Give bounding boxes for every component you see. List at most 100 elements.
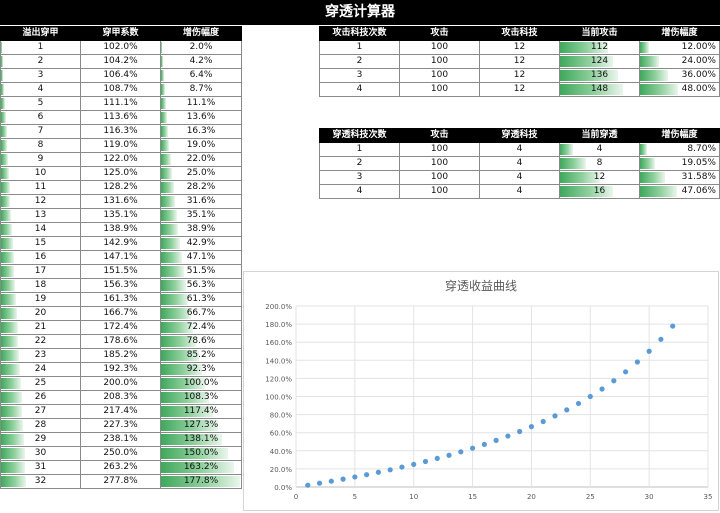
data-bar-fill [161, 448, 228, 459]
pen-tech-attack-cell: 100 [399, 170, 480, 185]
overflow-value-cell-value: 26 [34, 392, 47, 402]
table-row: 8 119.0% 19.0% [0, 138, 242, 153]
damage-increase-cell-value: 56.3% [186, 280, 216, 290]
data-bar-fill [161, 392, 210, 403]
table-row: 31 263.2% 163.2% [0, 460, 242, 475]
table-row: 3 106.4% 6.4% [0, 68, 242, 83]
damage-increase-cell: 92.3% [160, 362, 242, 377]
overflow-value-cell: 25 [0, 376, 81, 391]
damage-increase-cell-value: 4.2% [189, 56, 213, 66]
pen-tech-damage-increase-cell-value: 19.05% [681, 158, 716, 168]
data-bar-fill [161, 84, 165, 95]
table-row: 2 104.2% 4.2% [0, 54, 242, 69]
attack-tech-header: 攻击科技 [479, 26, 560, 41]
y-tick-label: 180.0% [265, 321, 292, 329]
damage-increase-cell: 138.1% [160, 432, 242, 447]
pen-tech-damage-increase-cell: 19.05% [639, 156, 720, 171]
penetration-coefficient-cell: 208.3% [80, 390, 161, 405]
penetration-coefficient-cell: 147.1% [80, 250, 161, 265]
data-bar-fill [161, 406, 214, 417]
penetration-coefficient-cell: 250.0% [80, 446, 161, 461]
scatter-point [399, 464, 405, 470]
table-row: 26 208.3% 108.3% [0, 390, 242, 405]
pen-tech-header: 增伤幅度 [639, 128, 720, 143]
table-row: 4 108.7% 8.7% [0, 82, 242, 97]
damage-increase-cell: 78.6% [160, 334, 242, 349]
pen-tech-damage-increase-cell-value: 31.58% [681, 172, 716, 182]
penetration-coefficient-cell: 172.4% [80, 320, 161, 335]
attack-tech-tech-cell: 12 [479, 54, 560, 69]
penetration-coefficient-cell: 166.7% [80, 306, 161, 321]
table-row: 1 102.0% 2.0% [0, 40, 242, 55]
pen-tech-header: 当前穿透 [559, 128, 640, 143]
y-tick-label: 100.0% [265, 394, 292, 402]
data-bar-fill [560, 84, 624, 95]
overflow-value-cell-value: 2 [37, 56, 44, 66]
y-tick-label: 40.0% [270, 448, 293, 456]
overflow-value-cell: 27 [0, 404, 81, 419]
pen-tech-count-cell: 3 [319, 170, 400, 185]
penetration-coefficient-cell: 119.0% [80, 138, 161, 153]
data-bar-fill [640, 144, 647, 155]
overflow-value-cell: 26 [0, 390, 81, 405]
overflow-value-cell-value: 14 [34, 224, 47, 234]
attack-tech-current-cell: 148 [559, 82, 640, 97]
overflow-value-cell-value: 13 [34, 210, 47, 220]
y-tick-label: 20.0% [270, 466, 293, 474]
attack-tech-header: 攻击 [399, 26, 480, 41]
overflow-value-cell: 15 [0, 236, 81, 251]
table-row: 24 192.3% 92.3% [0, 362, 242, 377]
pen-tech-current-cell-value: 8 [596, 158, 603, 168]
data-bar-fill [161, 420, 218, 431]
overflow-value-cell: 14 [0, 222, 81, 237]
overflow-value-cell: 18 [0, 278, 81, 293]
data-bar-fill [161, 252, 182, 263]
pen-tech-current-cell: 16 [559, 184, 640, 199]
table-row: 20 166.7% 66.7% [0, 306, 242, 321]
scatter-point [411, 461, 417, 467]
overflow-value-cell-value: 8 [37, 140, 44, 150]
overflow-value-cell-value: 27 [34, 406, 47, 416]
damage-increase-cell-value: 163.2% [183, 462, 219, 472]
overflow-penetration-table: 溢出穿甲 穿甲系数 增伤幅度 1 102.0% 2.0% 2 104.2% 4.2% 3 106.… [0, 26, 242, 489]
penetration-coefficient-cell: 131.6% [80, 194, 161, 209]
damage-increase-cell: 127.3% [160, 418, 242, 433]
scatter-point [611, 378, 617, 384]
overflow-value-cell: 10 [0, 166, 81, 181]
data-bar-fill [1, 294, 16, 305]
penetration-coefficient-cell: 113.6% [80, 110, 161, 125]
y-tick-label: 0.0% [274, 484, 292, 492]
table-row: 14 138.9% 38.9% [0, 222, 242, 237]
damage-increase-cell: 25.0% [160, 166, 242, 181]
scatter-point [328, 478, 334, 484]
damage-increase-cell: 177.8% [160, 474, 242, 489]
pen-tech-current-cell: 12 [559, 170, 640, 185]
table-row: 3 100 4 12 31.58% [319, 170, 720, 185]
table-row: 13 135.1% 35.1% [0, 208, 242, 223]
damage-increase-cell-value: 66.7% [186, 308, 216, 318]
data-bar-fill [1, 84, 5, 95]
scatter-chart: 穿透收益曲线 0.0% 20.0% 40.0% 60.0% 80.0% 100.0% 120… [265, 278, 712, 501]
y-tick-label: 200.0% [265, 303, 292, 311]
y-tick-label: 160.0% [265, 339, 292, 347]
overflow-table-header: 穿甲系数 [80, 26, 161, 41]
penetration-coefficient-cell: 217.4% [80, 404, 161, 419]
damage-increase-cell: 11.1% [160, 96, 242, 111]
attack-tech-current-cell-value: 136 [590, 70, 609, 80]
overflow-table-header: 溢出穿甲 [0, 26, 81, 41]
data-bar-fill [161, 434, 223, 445]
data-bar-fill [1, 252, 14, 263]
table-row: 18 156.3% 56.3% [0, 278, 242, 293]
data-bar-fill [161, 42, 162, 53]
table-row: 25 200.0% 100.0% [0, 376, 242, 391]
scatter-point [505, 433, 511, 439]
data-bar-fill [161, 70, 164, 81]
data-bar-fill [1, 224, 13, 235]
data-bar-fill [161, 378, 206, 389]
overflow-value-cell-value: 28 [34, 420, 47, 430]
table-row: 27 217.4% 117.4% [0, 404, 242, 419]
x-tick-label: 20 [527, 493, 536, 501]
damage-increase-cell: 8.7% [160, 82, 242, 97]
overflow-value-cell-value: 20 [34, 308, 47, 318]
overflow-value-cell: 13 [0, 208, 81, 223]
